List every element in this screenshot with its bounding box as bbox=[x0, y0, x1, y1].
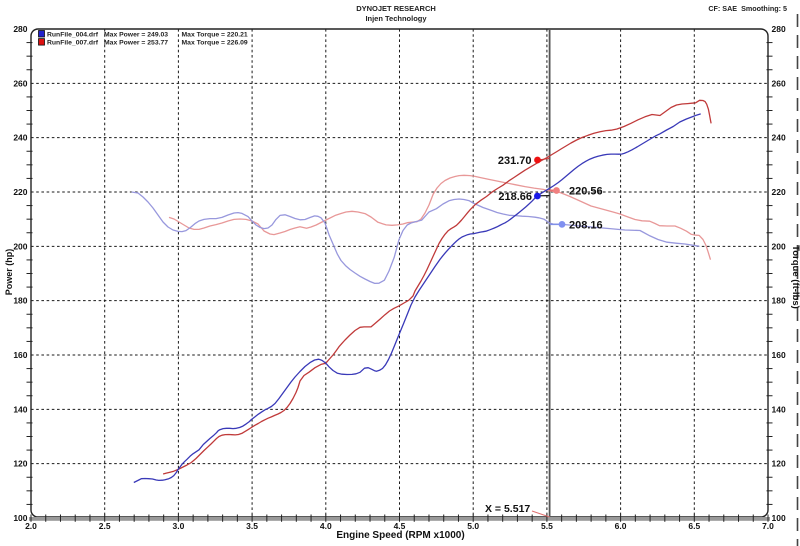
svg-text:2.5: 2.5 bbox=[99, 521, 111, 531]
svg-text:160: 160 bbox=[772, 350, 786, 360]
svg-text:Max Power = 249.03: Max Power = 249.03 bbox=[104, 31, 168, 38]
svg-text:5.5: 5.5 bbox=[541, 521, 553, 531]
svg-text:220: 220 bbox=[772, 187, 786, 197]
svg-text:240: 240 bbox=[13, 133, 27, 143]
svg-text:120: 120 bbox=[772, 459, 786, 469]
svg-text:Torque (ft-lbs): Torque (ft-lbs) bbox=[790, 245, 800, 309]
svg-text:Power (hp): Power (hp) bbox=[4, 249, 14, 296]
svg-text:3.0: 3.0 bbox=[172, 521, 184, 531]
svg-text:240: 240 bbox=[772, 133, 786, 143]
svg-text:6.5: 6.5 bbox=[688, 521, 700, 531]
svg-text:4.5: 4.5 bbox=[394, 521, 406, 531]
svg-text:220.56: 220.56 bbox=[569, 186, 603, 198]
svg-text:140: 140 bbox=[13, 404, 27, 414]
svg-text:Max Power = 253.77: Max Power = 253.77 bbox=[104, 39, 168, 46]
svg-text:180: 180 bbox=[13, 296, 27, 306]
svg-text:Max Torque = 220.21: Max Torque = 220.21 bbox=[182, 31, 248, 38]
svg-text:7.0: 7.0 bbox=[762, 521, 774, 531]
svg-text:RunFile_004.drf: RunFile_004.drf bbox=[47, 31, 99, 38]
svg-text:100: 100 bbox=[772, 513, 786, 523]
svg-text:280: 280 bbox=[13, 24, 27, 34]
svg-text:208.16: 208.16 bbox=[569, 219, 603, 231]
svg-text:140: 140 bbox=[772, 404, 786, 414]
svg-text:160: 160 bbox=[13, 350, 27, 360]
svg-text:Max Torque = 226.09: Max Torque = 226.09 bbox=[182, 39, 248, 46]
svg-text:4.0: 4.0 bbox=[320, 521, 332, 531]
svg-text:6.0: 6.0 bbox=[615, 521, 627, 531]
svg-text:220: 220 bbox=[13, 187, 27, 197]
svg-text:RunFile_007.drf: RunFile_007.drf bbox=[47, 39, 99, 46]
svg-text:200: 200 bbox=[772, 241, 786, 251]
svg-text:3.5: 3.5 bbox=[246, 521, 258, 531]
svg-text:218.66: 218.66 bbox=[498, 191, 532, 203]
svg-text:5.0: 5.0 bbox=[467, 521, 479, 531]
svg-text:260: 260 bbox=[772, 78, 786, 88]
svg-text:DYNOJET RESEARCH: DYNOJET RESEARCH bbox=[356, 4, 436, 13]
svg-text:Injen Technology: Injen Technology bbox=[365, 14, 427, 23]
svg-text:260: 260 bbox=[13, 78, 27, 88]
svg-text:CF: SAE Smoothing: 5: CF: SAE Smoothing: 5 bbox=[708, 4, 787, 13]
svg-text:180: 180 bbox=[772, 296, 786, 306]
svg-text:2.0: 2.0 bbox=[25, 521, 37, 531]
svg-text:280: 280 bbox=[772, 24, 786, 34]
svg-text:120: 120 bbox=[13, 459, 27, 469]
svg-text:231.70: 231.70 bbox=[498, 155, 532, 167]
svg-text:X = 5.517: X = 5.517 bbox=[485, 503, 530, 515]
svg-text:200: 200 bbox=[13, 241, 27, 251]
svg-text:Engine Speed (RPM x1000): Engine Speed (RPM x1000) bbox=[336, 530, 464, 541]
svg-text:100: 100 bbox=[13, 513, 27, 523]
